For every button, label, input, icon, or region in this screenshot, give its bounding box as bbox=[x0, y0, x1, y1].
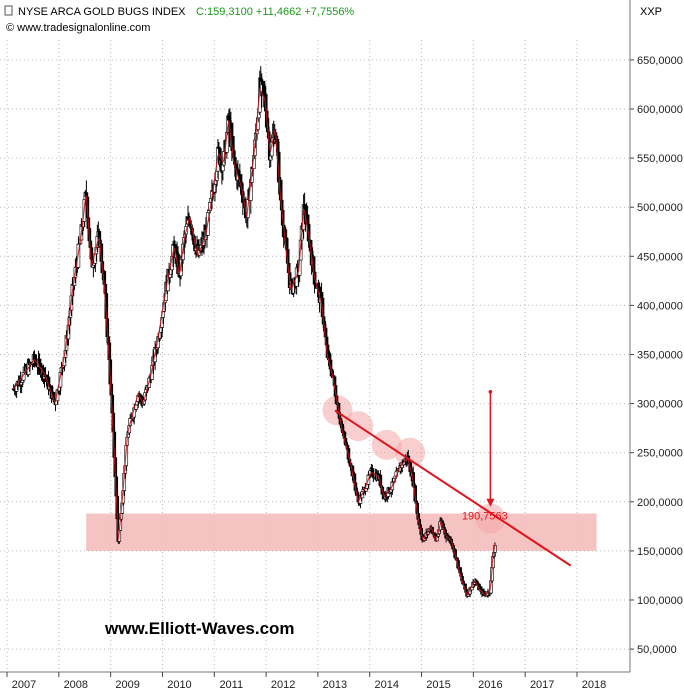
y-tick-label: 200,0000 bbox=[637, 497, 683, 509]
y-tick-label: 300,0000 bbox=[637, 399, 683, 411]
x-tick-label: 2012 bbox=[271, 679, 295, 691]
symbol-label: XXP bbox=[640, 6, 662, 18]
chart-title: NYSE ARCA GOLD BUGS INDEX bbox=[18, 6, 186, 18]
price-annotation-label: 190,7563 bbox=[462, 511, 508, 523]
series-checkbox-icon[interactable] bbox=[4, 5, 13, 16]
y-tick-label: 400,0000 bbox=[637, 300, 683, 312]
projection-arrow-origin bbox=[488, 390, 493, 394]
y-tick-label: 250,0000 bbox=[637, 448, 683, 460]
support-zone-layer bbox=[86, 513, 597, 551]
projection-arrow-head bbox=[486, 498, 495, 507]
touch-highlight bbox=[475, 503, 506, 534]
y-tick-label: 500,0000 bbox=[637, 202, 683, 214]
y-tick-label: 450,0000 bbox=[637, 251, 683, 263]
x-tick-label: 2008 bbox=[64, 679, 88, 691]
x-tick-label: 2016 bbox=[478, 679, 502, 691]
watermark-text: www.Elliott-Waves.com bbox=[104, 619, 295, 638]
resistance-trendline bbox=[334, 409, 572, 567]
y-tick-label: 650,0000 bbox=[637, 55, 683, 67]
y-axis-ticks: 50,0000 100,0000 150,0000 200,0000 250,0000 3… bbox=[630, 55, 683, 656]
y-tick-label: 50,0000 bbox=[637, 644, 677, 656]
y-tick-label: 550,0000 bbox=[637, 153, 683, 165]
x-axis-ticks: 2007 2008 2009 2010 2011 2012 2013 2014 2015 2016… bbox=[6, 672, 606, 691]
website-label: © www.tradesignalonline.com bbox=[6, 22, 150, 34]
quote-readout: C:159,3100 +11,4662 +7,7556% bbox=[196, 6, 354, 18]
grid bbox=[0, 40, 630, 672]
x-tick-label: 2014 bbox=[374, 679, 398, 691]
x-tick-label: 2007 bbox=[12, 679, 36, 691]
y-tick-label: 100,0000 bbox=[637, 595, 683, 607]
x-tick-label: 2010 bbox=[167, 679, 191, 691]
x-tick-label: 2013 bbox=[323, 679, 347, 691]
price-trace-line bbox=[13, 87, 496, 597]
x-tick-label: 2018 bbox=[582, 679, 606, 691]
price-series-layer bbox=[11, 66, 497, 599]
x-tick-label: 2011 bbox=[219, 679, 243, 691]
support-zone bbox=[86, 513, 597, 551]
annotation-layer: 190,7563 bbox=[334, 390, 572, 567]
y-tick-label: 350,0000 bbox=[637, 350, 683, 362]
x-tick-label: 2015 bbox=[426, 679, 450, 691]
x-tick-label: 2017 bbox=[530, 679, 554, 691]
y-tick-label: 150,0000 bbox=[637, 546, 683, 558]
touch-highlights-layer bbox=[322, 395, 506, 534]
y-tick-label: 600,0000 bbox=[637, 104, 683, 116]
x-tick-label: 2009 bbox=[115, 679, 139, 691]
